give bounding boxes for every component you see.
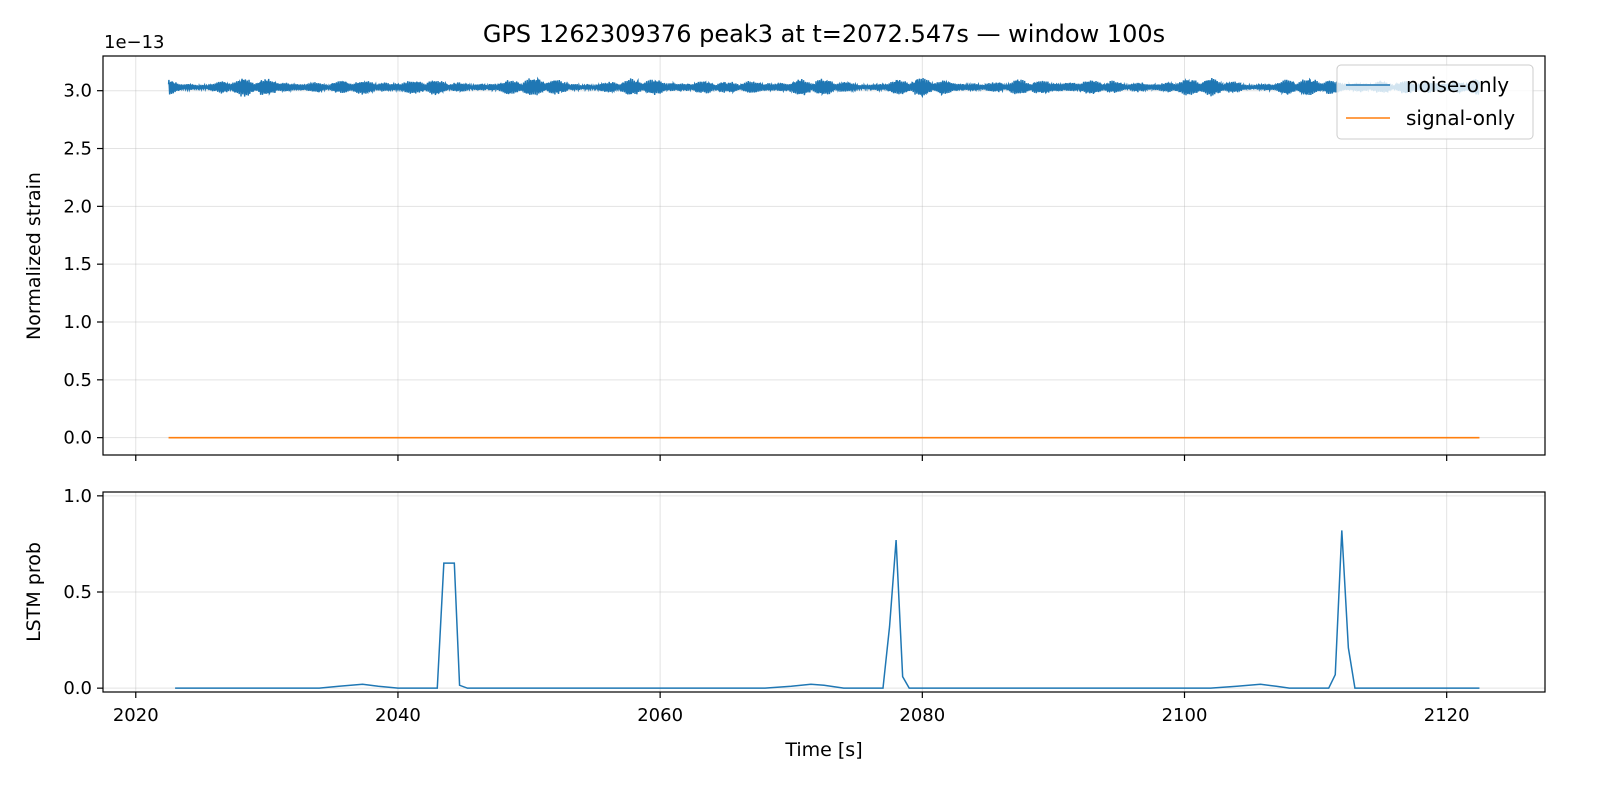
bottom-axes: 2020 2040 2060 2080 2100 2120 0.0 0.5 1.0 LSTM p…	[23, 486, 1546, 761]
chart-title: GPS 1262309376 peak3 at t=2072.547s — wi…	[483, 20, 1165, 48]
top-y-tick-label: 3.0	[63, 81, 92, 102]
bottom-y-tick-label: 1.0	[63, 486, 92, 507]
bottom-axes-background	[103, 492, 1545, 692]
top-y-tick-label: 2.5	[63, 139, 92, 160]
bottom-x-tick-label: 2060	[637, 705, 683, 726]
bottom-y-tick-label: 0.5	[63, 582, 92, 603]
top-axes-background	[103, 56, 1545, 455]
legend-label-signal-only: signal-only	[1406, 106, 1515, 130]
bottom-axes-ticks: 2020 2040 2060 2080 2100 2120 0.0 0.5 1.0	[63, 486, 1469, 726]
bottom-y-tick-label: 0.0	[63, 678, 92, 699]
top-y-tick-label: 1.0	[63, 312, 92, 333]
top-axes-frame	[102, 55, 1546, 456]
bottom-axes-grid	[103, 492, 1545, 692]
top-y-tick-label: 0.5	[63, 370, 92, 391]
bottom-x-tick-label: 2100	[1162, 705, 1208, 726]
y-offset-label: 1e−13	[104, 32, 165, 53]
legend: noise-only signal-only	[1336, 64, 1534, 140]
top-axes: 0.0 0.5 1.0 1.5 2.0 2.5 3.0 GPS 1262309376 pea…	[23, 20, 1546, 461]
x-axis-label: Time [s]	[784, 739, 862, 761]
top-y-tick-label: 2.0	[63, 196, 92, 217]
bottom-axes-series	[175, 530, 1480, 689]
bottom-x-tick-label: 2020	[113, 705, 159, 726]
top-axes-series	[167, 76, 1481, 439]
bottom-x-tick-label: 2080	[899, 705, 945, 726]
series-line-lstm-prob	[175, 530, 1480, 689]
legend-box	[1336, 64, 1534, 140]
top-axes-ticks: 0.0 0.5 1.0 1.5 2.0 2.5 3.0	[63, 81, 1448, 461]
bottom-x-tick-label: 2120	[1424, 705, 1470, 726]
top-y-tick-label: 1.5	[63, 254, 92, 275]
series-line-noise-only	[167, 76, 1481, 99]
bottom-y-axis-label: LSTM prob	[23, 542, 45, 642]
top-y-tick-label: 0.0	[63, 428, 92, 449]
top-y-axis-label: Normalized strain	[23, 172, 45, 340]
bottom-x-tick-label: 2040	[375, 705, 421, 726]
legend-label-noise-only: noise-only	[1406, 73, 1509, 97]
